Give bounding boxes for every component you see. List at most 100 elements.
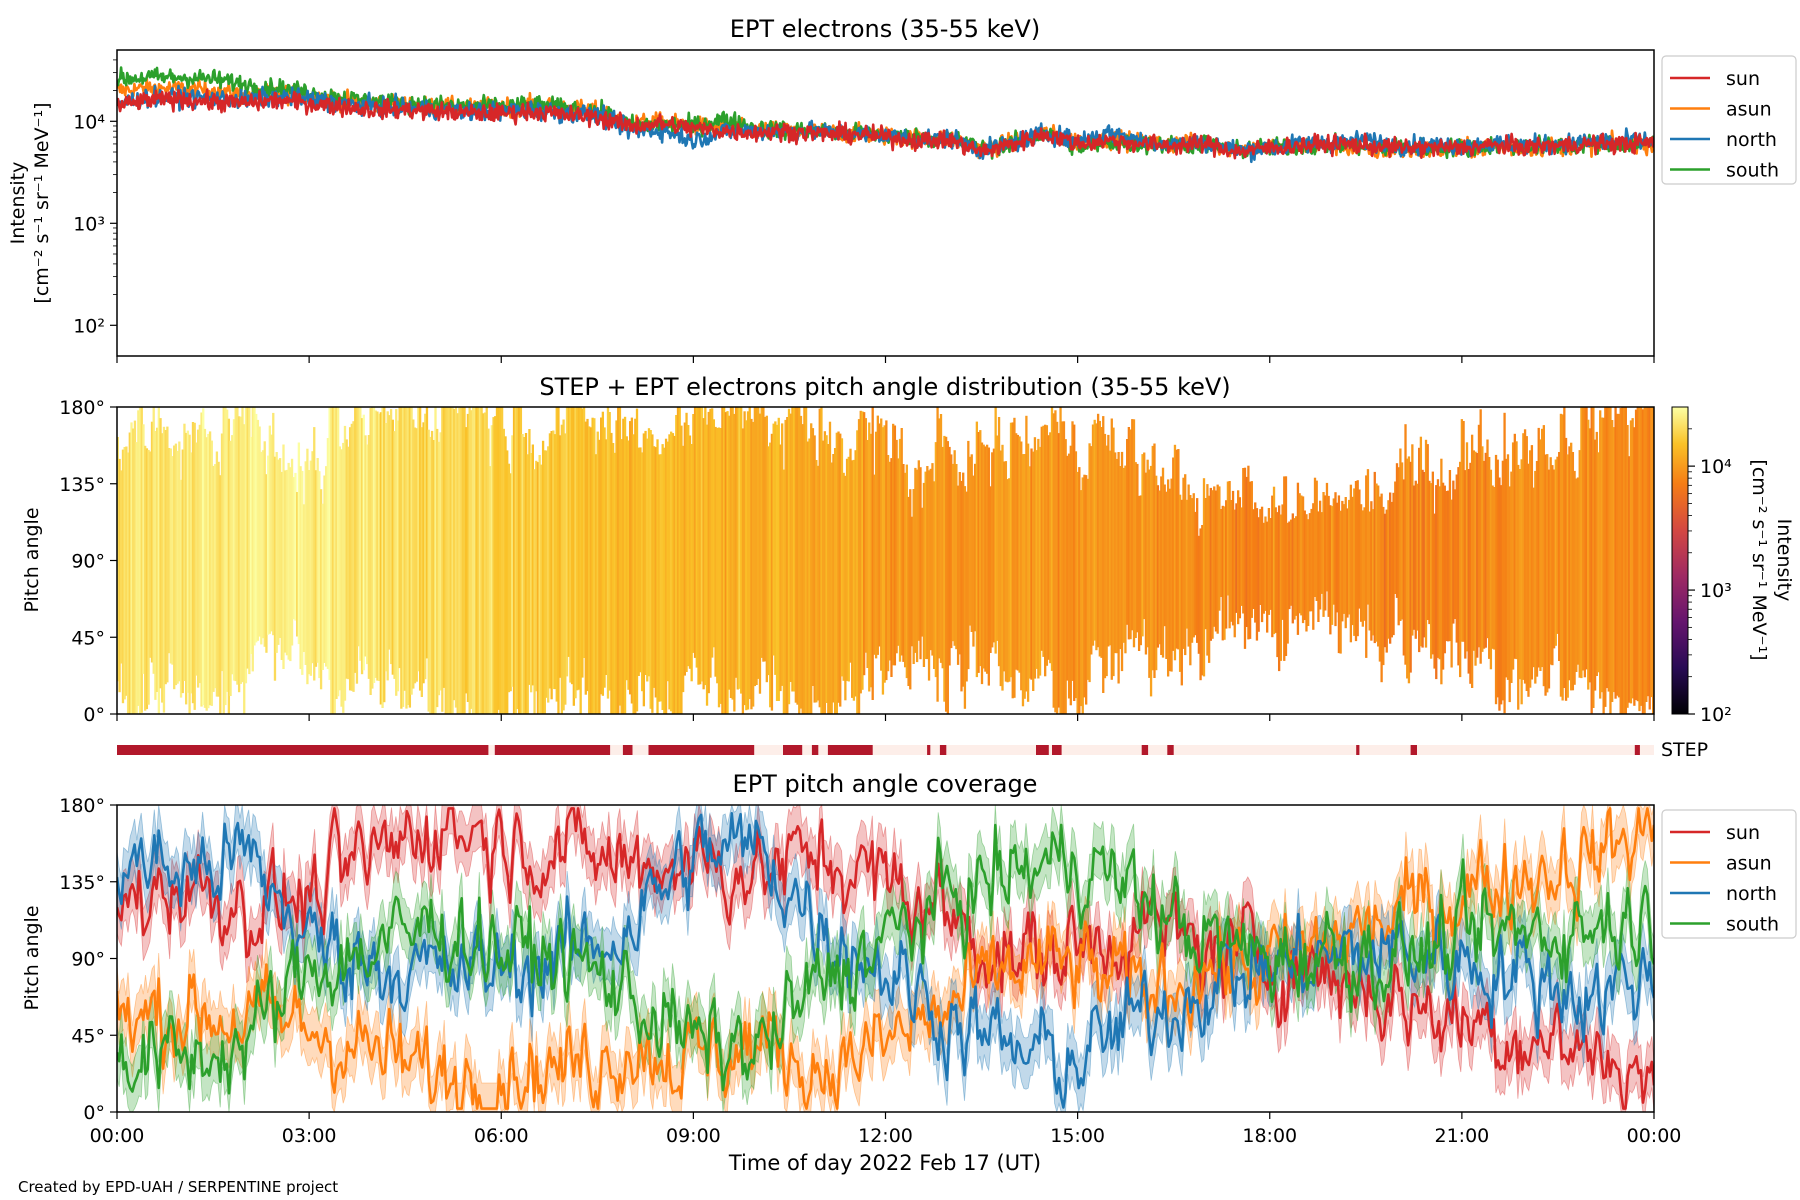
heatmap-column <box>338 446 342 691</box>
heatmap-column <box>765 415 768 683</box>
heatmap-column <box>881 427 885 695</box>
heatmap-column <box>1180 499 1183 686</box>
heatmap-column <box>222 407 225 714</box>
heatmap-column <box>943 435 946 702</box>
heatmap-column <box>880 418 883 671</box>
heatmap-column <box>699 407 702 685</box>
heatmap-column <box>1508 486 1511 703</box>
heatmap-column <box>1281 504 1284 620</box>
heatmap-column <box>412 419 415 689</box>
colorbar-tick-label: 10² <box>1700 704 1732 726</box>
heatmap-column <box>1076 471 1079 714</box>
heatmap-column <box>1090 446 1093 655</box>
heatmap-column <box>437 441 441 696</box>
heatmap-column <box>1117 452 1120 684</box>
step-segment <box>811 745 819 755</box>
heatmap-column <box>1443 485 1446 654</box>
heatmap-column <box>1324 495 1327 611</box>
heatmap-column <box>386 411 389 681</box>
heatmap-column <box>1537 427 1540 668</box>
heatmap-column <box>979 430 982 667</box>
panel3-x-ticks: 00:00 03:00 06:00 09:00 12:00 15:00 18:00 21:00… <box>90 1112 1681 1147</box>
heatmap-column <box>273 456 277 681</box>
heatmap-column <box>448 407 451 714</box>
heatmap-column <box>519 407 523 714</box>
heatmap-column <box>456 413 459 714</box>
heatmap-column <box>670 431 673 712</box>
heatmap-column <box>1021 454 1025 707</box>
heatmap-column <box>485 407 488 714</box>
heatmap-column <box>963 486 967 709</box>
heatmap-column <box>570 407 574 685</box>
y-tick-label: 135° <box>59 872 105 894</box>
heatmap-column <box>367 435 371 679</box>
heatmap-column <box>1341 500 1344 622</box>
heatmap-column <box>804 407 808 714</box>
heatmap-column <box>1201 525 1204 676</box>
x-tick-label: 18:00 <box>1242 1125 1297 1147</box>
heatmap-column <box>1209 487 1212 641</box>
heatmap-column <box>540 464 543 714</box>
heatmap-column <box>1402 479 1405 656</box>
heatmap-column <box>1098 420 1101 657</box>
legend-label-asun: asun <box>1726 99 1772 121</box>
heatmap-column <box>193 422 196 710</box>
heatmap-column <box>1353 488 1356 636</box>
heatmap-column <box>1387 500 1390 639</box>
heatmap-column <box>1025 415 1028 692</box>
step-segment <box>927 745 931 755</box>
heatmap-column <box>919 467 922 660</box>
heatmap-column <box>366 444 369 665</box>
heatmap-column <box>128 432 131 714</box>
heatmap-column <box>1260 506 1264 623</box>
heatmap-column <box>150 421 154 663</box>
heatmap-column <box>898 438 902 662</box>
heatmap-column <box>741 428 745 714</box>
heatmap-column <box>137 410 140 706</box>
heatmap-column <box>557 407 560 714</box>
heatmap-column <box>1351 496 1354 626</box>
heatmap-column <box>502 428 505 714</box>
heatmap-column <box>1071 421 1074 681</box>
heatmap-column <box>1547 469 1551 689</box>
heatmap-column <box>1127 427 1131 640</box>
heatmap-column <box>840 438 844 677</box>
heatmap-column <box>1477 424 1481 648</box>
heatmap-column <box>1411 444 1414 636</box>
heatmap-column <box>767 446 770 676</box>
heatmap-column <box>810 423 813 714</box>
heatmap-column <box>355 407 359 684</box>
y-tick-label: 0° <box>83 1102 105 1124</box>
heatmap-column <box>140 407 143 713</box>
heatmap-column <box>381 407 384 708</box>
heatmap-column <box>202 408 205 706</box>
heatmap-column <box>1638 407 1641 712</box>
heatmap-column <box>364 435 367 657</box>
heatmap-column <box>1503 412 1506 714</box>
heatmap-column <box>316 458 319 663</box>
heatmap-column <box>1160 476 1163 655</box>
heatmap-column <box>408 407 412 708</box>
heatmap-column <box>857 419 861 714</box>
heatmap-column <box>263 441 266 647</box>
heatmap-column <box>690 444 693 682</box>
panel1-plot-area <box>117 66 1654 164</box>
heatmap-column <box>347 446 350 680</box>
heatmap-column <box>1455 474 1458 643</box>
heatmap-column <box>1494 454 1498 705</box>
heatmap-column <box>1235 503 1238 613</box>
heatmap-column <box>321 503 324 670</box>
heatmap-column <box>890 458 893 677</box>
heatmap-column <box>618 407 622 706</box>
y-tick-label: 10³ <box>73 213 105 235</box>
heatmap-column <box>847 456 850 682</box>
heatmap-column <box>1498 477 1501 711</box>
heatmap-column <box>311 451 314 664</box>
heatmap-column <box>992 448 996 643</box>
heatmap-column <box>275 452 278 653</box>
heatmap-column <box>1423 472 1426 638</box>
step-segment <box>1052 745 1062 755</box>
heatmap-column <box>675 415 678 714</box>
heatmap-column <box>1399 448 1402 621</box>
heatmap-column <box>656 439 659 714</box>
